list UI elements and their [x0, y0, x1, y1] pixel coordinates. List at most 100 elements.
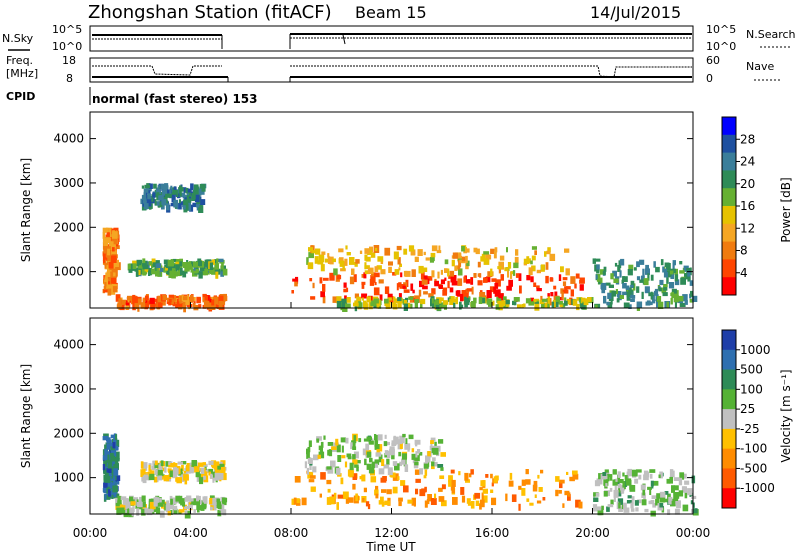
heatmap-cell — [352, 473, 358, 480]
heatmap-cell — [144, 295, 149, 301]
heatmap-cell — [170, 499, 173, 504]
heatmap-cell — [479, 503, 482, 510]
heatmap-cell — [165, 461, 171, 467]
heatmap-cell — [450, 275, 457, 283]
heatmap-cell — [464, 296, 467, 305]
heatmap-cell — [596, 264, 600, 270]
heatmap-cell — [159, 498, 162, 503]
y-tick-label: 3000 — [53, 382, 84, 396]
heatmap-cell — [320, 451, 325, 459]
heatmap-cell — [397, 302, 402, 309]
velocity-colorbar: 1000 500 100 25 -25 -100 -500 -1000 — [721, 329, 775, 509]
heatmap-cell — [555, 489, 559, 497]
heatmap-cell — [373, 298, 379, 306]
heatmap-cell — [457, 278, 463, 286]
heatmap-cell — [359, 250, 363, 254]
heatmap-cell — [401, 458, 406, 465]
heatmap-cell — [140, 198, 143, 205]
colorbar-tick-label: -500 — [740, 461, 767, 475]
heatmap-cell — [176, 468, 180, 473]
heatmap-cell — [155, 271, 160, 277]
heatmap-cell — [482, 488, 488, 494]
heatmap-cell — [603, 295, 607, 304]
heatmap-cell — [465, 479, 470, 483]
heatmap-cell — [184, 264, 190, 272]
heatmap-cell — [113, 435, 116, 439]
heatmap-cell — [157, 471, 162, 476]
heatmap-cell — [168, 463, 174, 468]
heatmap-cell — [519, 285, 522, 294]
colorbar-tick-label: 20 — [740, 177, 755, 191]
heatmap-cell — [617, 483, 622, 492]
heatmap-cell — [479, 487, 483, 491]
heatmap-cell — [304, 461, 307, 469]
heatmap-cell — [668, 273, 672, 277]
heatmap-cell — [168, 294, 175, 299]
heatmap-cell — [387, 297, 392, 301]
heatmap-cell — [110, 446, 115, 452]
heatmap-cell — [463, 292, 469, 298]
heatmap-cell — [649, 301, 653, 306]
heatmap-cell — [383, 464, 390, 469]
heatmap-cell — [217, 509, 222, 517]
heatmap-cell — [335, 467, 341, 475]
heatmap-cell — [654, 288, 659, 295]
heatmap-cell — [340, 477, 344, 485]
heatmap-cell — [347, 469, 354, 477]
heatmap-cell — [222, 497, 227, 506]
heatmap-cell — [292, 278, 299, 282]
heatmap-cell — [540, 264, 545, 272]
heatmap-cell — [374, 439, 378, 447]
heatmap-cell — [377, 434, 383, 441]
heatmap-cell — [141, 508, 146, 516]
heatmap-cell — [414, 299, 420, 304]
heatmap-cell — [327, 442, 334, 446]
heatmap-cell — [192, 303, 196, 307]
heatmap-cell — [102, 449, 105, 457]
heatmap-cell — [380, 496, 384, 503]
heatmap-cell — [607, 504, 614, 508]
heatmap-cell — [434, 280, 439, 287]
heatmap-cell — [314, 256, 319, 264]
heatmap-cell — [154, 460, 158, 466]
heatmap-cell — [108, 467, 112, 473]
heatmap-cell — [670, 498, 676, 507]
heatmap-cell — [458, 471, 461, 476]
heatmap-cell — [498, 301, 504, 308]
heatmap-cell — [463, 276, 467, 283]
heatmap-cell — [397, 297, 402, 302]
heatmap-cell — [131, 509, 134, 517]
colorbar-swatch — [722, 488, 736, 509]
heatmap-cell — [562, 503, 565, 508]
heatmap-cell — [427, 459, 430, 467]
heatmap-cell — [583, 298, 589, 306]
heatmap-cell — [141, 474, 146, 482]
heatmap-cell — [648, 500, 654, 505]
heatmap-cell — [559, 302, 563, 308]
heatmap-cell — [336, 300, 343, 309]
heatmap-cell — [199, 477, 204, 485]
heatmap-cell — [540, 295, 543, 303]
heatmap-cell — [391, 442, 397, 446]
x-axis-title: Time UT — [365, 540, 416, 554]
heatmap-cell — [346, 287, 349, 293]
heatmap-cell — [179, 476, 185, 482]
heatmap-cell — [345, 437, 349, 444]
heatmap-cell — [113, 476, 116, 484]
heatmap-cell — [351, 268, 355, 275]
heatmap-cell — [438, 297, 444, 302]
heatmap-cell — [138, 498, 144, 504]
heatmap-cell — [140, 461, 144, 469]
heatmap-cell — [354, 464, 359, 468]
heatmap-cell — [371, 272, 376, 277]
colorbar-tick-label: 24 — [740, 155, 755, 169]
heatmap-cell — [211, 299, 215, 306]
heatmap-cell — [465, 263, 469, 270]
heatmap-cell — [130, 501, 136, 506]
heatmap-cell — [106, 247, 108, 251]
heatmap-cell — [529, 502, 534, 506]
heatmap-cell — [173, 466, 177, 471]
heatmap-cell — [142, 258, 146, 265]
heatmap-cell — [618, 260, 622, 268]
heatmap-cell — [683, 265, 689, 272]
